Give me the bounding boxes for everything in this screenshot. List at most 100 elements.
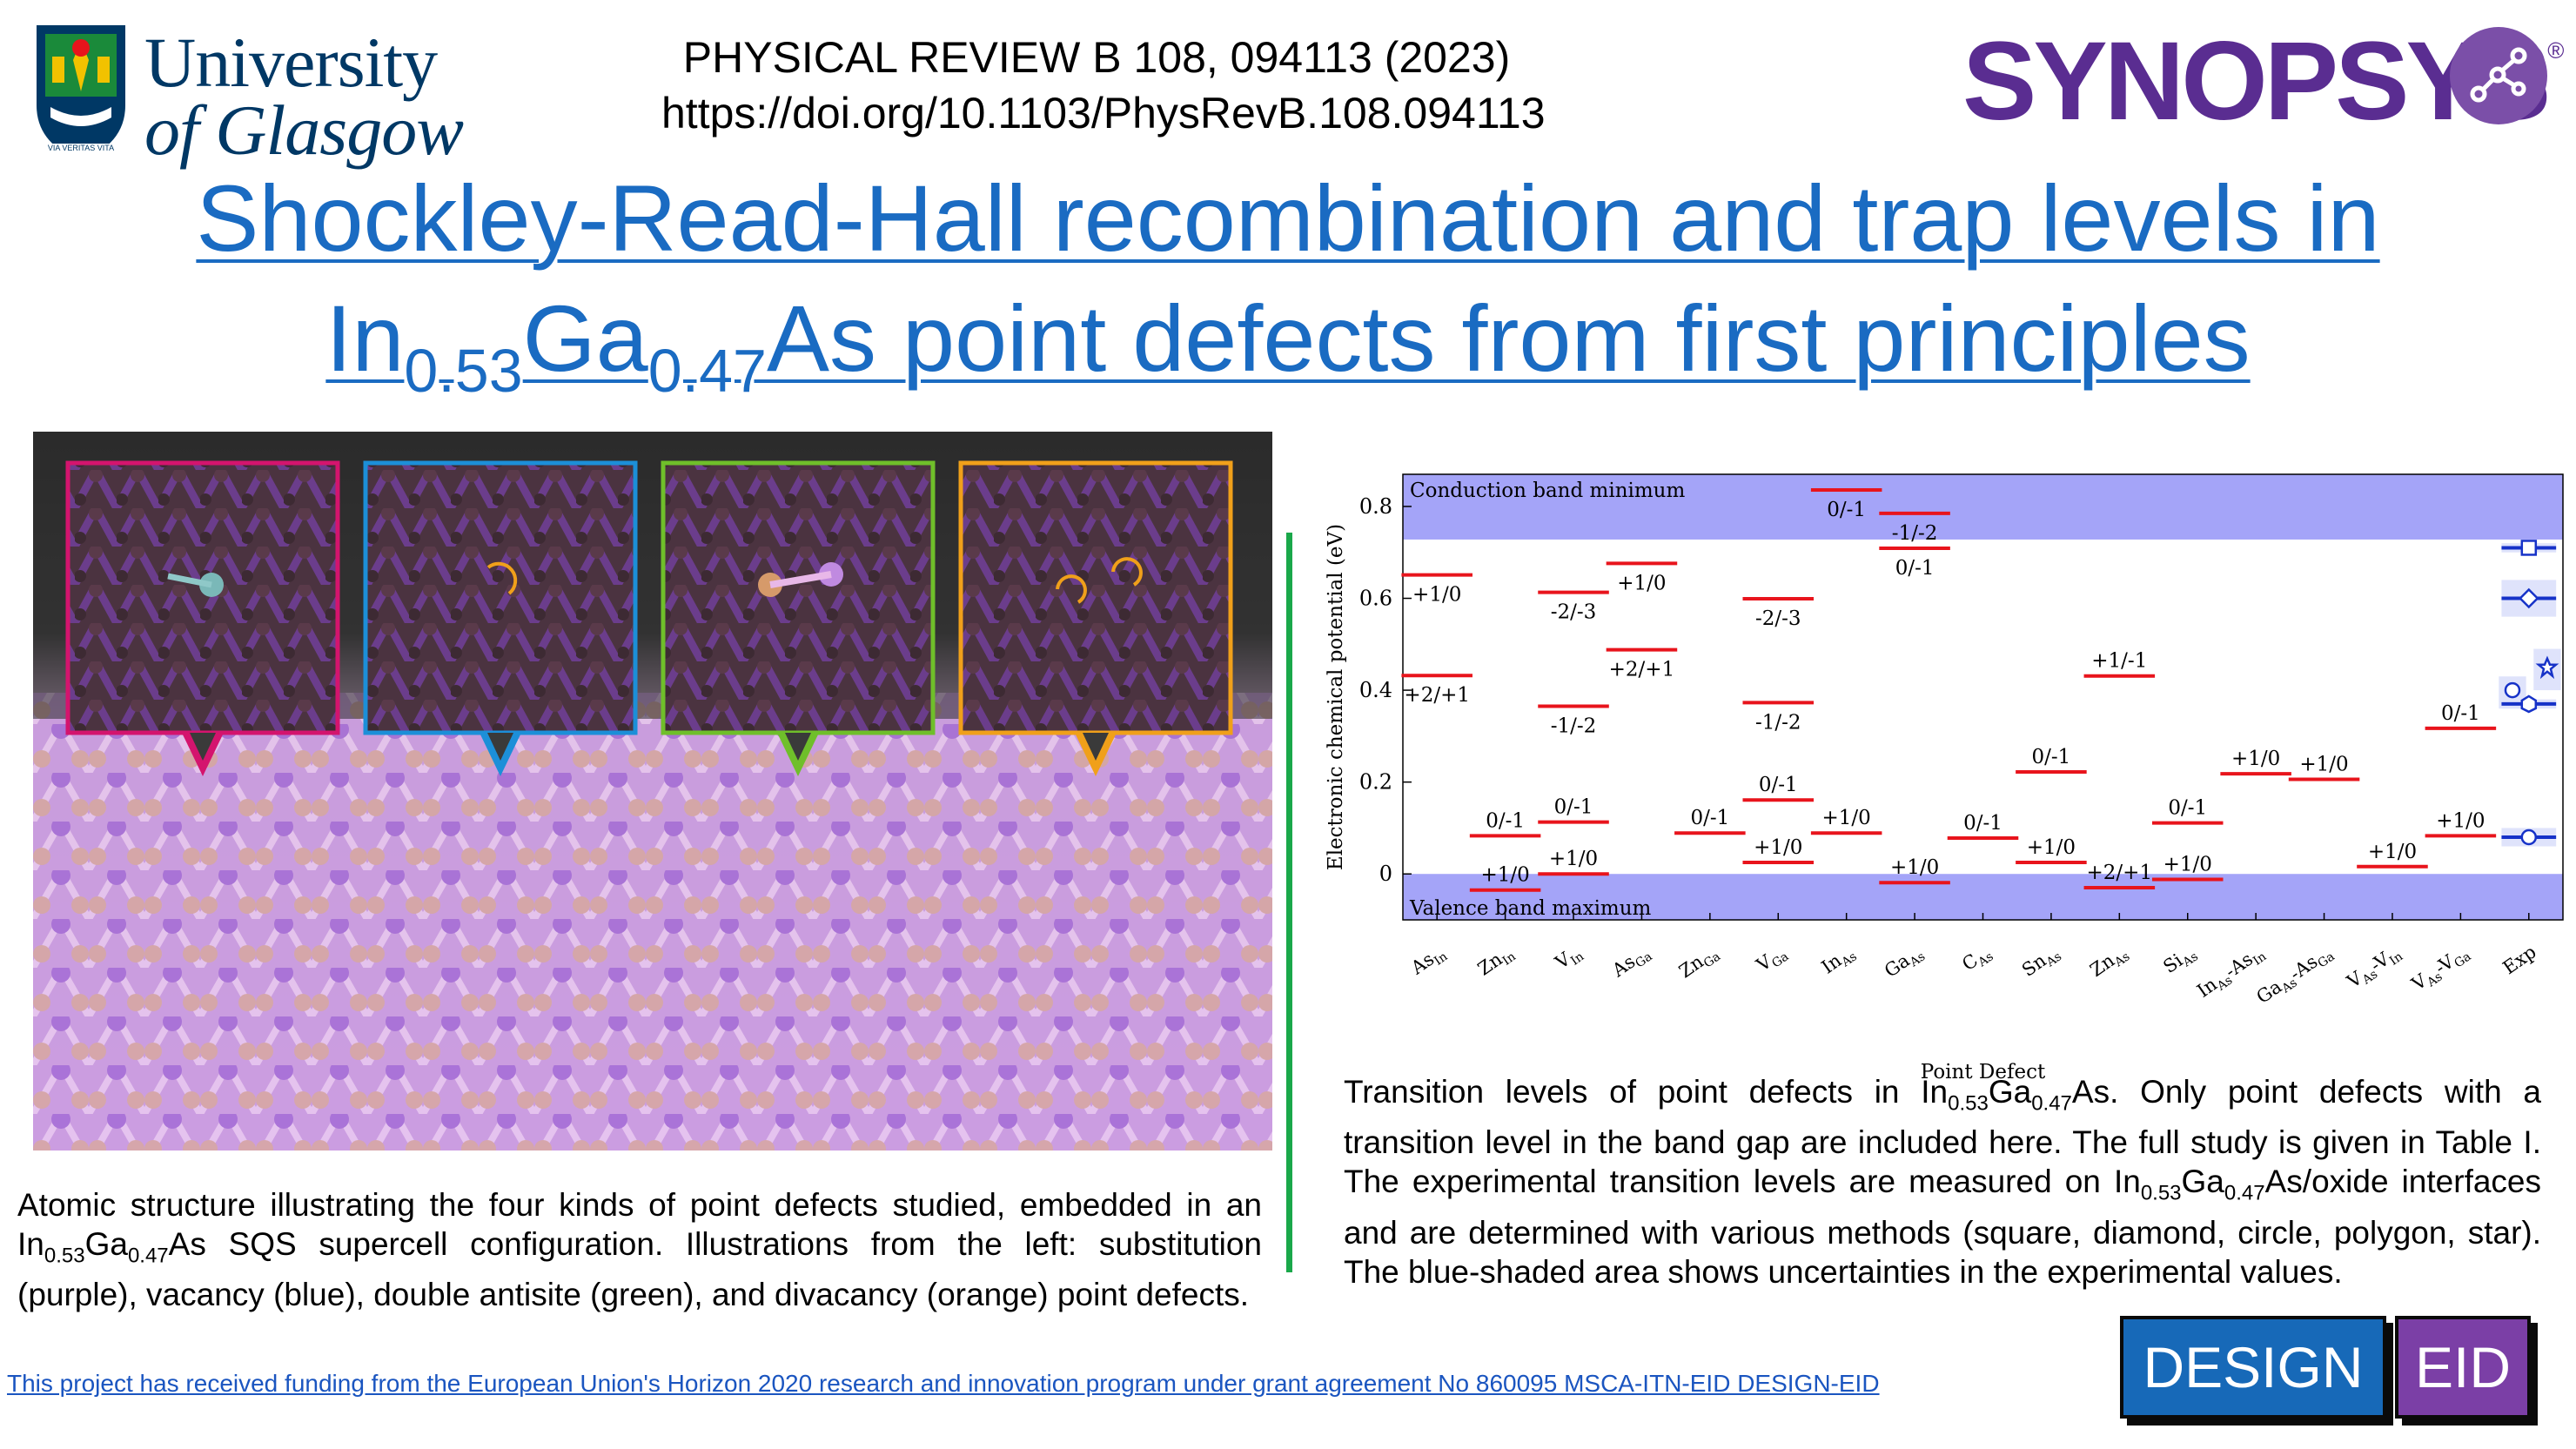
transition-level-label: +1/0: [1754, 836, 1802, 859]
paper-title: Shockley-Read-Hall recombination and tra…: [122, 158, 2454, 401]
x-tick-label: GaAs-AsGa: [2252, 941, 2337, 1010]
x-tick-label: CAs: [1958, 941, 1996, 977]
transition-level-label: +2/+1: [1609, 659, 1675, 681]
x-tick-label: AsGa: [1607, 941, 1654, 984]
x-tick-label: VGa: [1752, 941, 1791, 978]
title-line-1[interactable]: Shockley-Read-Hall recombination and tra…: [196, 165, 2380, 271]
title-line-2[interactable]: In0.53Ga0.47As point defects from first …: [325, 285, 2251, 401]
exp-diamond-marker: [2519, 587, 2539, 609]
y-axis-label: Electronic chemical potential (eV): [1325, 524, 1347, 870]
transition-level-label: -1/-2: [1551, 715, 1597, 738]
university-name: University of Glasgow: [144, 23, 464, 170]
vbm-label: Valence band maximum: [1409, 897, 1652, 920]
x-tick-label: ZnGa: [1675, 941, 1723, 984]
defect-frame-divacancy: [958, 460, 1233, 776]
university-of-glasgow-logo: VIA VERITAS VITA University of Glasgow: [33, 22, 503, 170]
synopsys-network-icon: [2450, 27, 2547, 124]
chart-caption-text-2: Ga: [1988, 1074, 2032, 1110]
design-label: DESIGN: [2120, 1316, 2386, 1419]
transition-level-label: +2/+1: [1404, 684, 1470, 707]
chart-caption: Transition levels of point defects in In…: [1344, 1072, 2541, 1291]
transition-level-chart: Conduction band minimum Valence band maxi…: [1325, 473, 2564, 1079]
transition-level-label: +1/0: [2368, 841, 2417, 863]
transition-level-label: 0/-1: [1759, 774, 1798, 796]
transition-level-label: +1/-1: [2091, 650, 2147, 673]
caption-sub-1: 0.53: [44, 1244, 85, 1268]
chart-caption-sub-3: 0.53: [2140, 1181, 2182, 1205]
transition-level-label: +1/0: [2436, 809, 2485, 832]
transition-level-label: 0/-1: [1486, 809, 1525, 832]
chart-caption-text-3: As. Only point defects with a transition…: [1344, 1074, 2541, 1200]
vertical-divider: [1286, 533, 1292, 1272]
transition-level-label: +1/0: [2231, 748, 2280, 770]
exp-circle-marker: [2520, 828, 2538, 846]
y-tick-label: 0: [1379, 862, 1392, 886]
transition-level-label: -1/-2: [1755, 711, 1801, 734]
y-tick-label: 0.6: [1359, 587, 1392, 611]
x-tick-label: SiAs: [2159, 941, 2201, 980]
university-name-line1: University: [144, 23, 438, 102]
university-name-line2: of Glasgow: [144, 91, 464, 170]
atomic-structure-caption: Atomic structure illustrating the four k…: [17, 1185, 1262, 1314]
transition-level-label: 0/-1: [1690, 807, 1729, 829]
defect-frame-substitution: [65, 460, 340, 776]
transition-level-label: 0/-1: [1827, 499, 1866, 521]
title-in-sub: 0.53: [404, 337, 523, 405]
transition-level-label: +1/0: [2299, 753, 2348, 775]
journal-citation: PHYSICAL REVIEW B 108, 094113 (2023): [682, 33, 1511, 82]
x-tick-label: VIn: [1551, 941, 1587, 976]
transition-level-label: +1/0: [2027, 836, 2076, 859]
transition-level-label: +1/0: [1480, 864, 1529, 887]
funding-acknowledgement-link[interactable]: This project has received funding from t…: [7, 1370, 1880, 1397]
defect-callouts: [65, 460, 1233, 776]
cbm-label: Conduction band minimum: [1410, 480, 1685, 502]
transition-level-label: 0/-1: [1554, 796, 1593, 819]
x-tick-label: Exp: [2499, 941, 2540, 978]
transition-level-label: +2/+1: [2087, 862, 2153, 884]
eid-label: EID: [2395, 1316, 2531, 1419]
x-tick-label: ZnIn: [1474, 941, 1519, 982]
atomic-structure-figure: [33, 432, 1272, 1150]
title-rest: As point defects from first principles: [767, 285, 2251, 391]
transition-level-label: +1/0: [1822, 807, 1871, 829]
defect-frame-double-antisite: [661, 460, 936, 776]
defect-frame-vacancy: [363, 460, 638, 776]
x-tick-label: InAs: [1818, 941, 1860, 980]
transition-level-label: -1/-2: [1892, 522, 1938, 545]
chart-caption-sub-1: 0.53: [1948, 1091, 1989, 1116]
doi-link[interactable]: https://doi.org/10.1103/PhysRevB.108.094…: [661, 89, 1546, 138]
transition-level-label: +1/0: [1617, 572, 1666, 594]
transition-level-label: 0/-1: [2441, 702, 2480, 725]
chart-caption-text-4: Ga: [2181, 1164, 2224, 1200]
uog-crest-icon: [37, 25, 125, 163]
x-tick-label: GaAs: [1881, 941, 1928, 984]
transition-level-label: +1/0: [2163, 854, 2212, 876]
exp-circle-marker: [2504, 681, 2521, 699]
transition-level-label: +1/0: [1549, 848, 1598, 870]
y-tick-label: 0.4: [1359, 678, 1392, 702]
transition-level-label: +1/0: [1890, 856, 1939, 879]
x-tick-label: SnAs: [2018, 941, 2064, 983]
transition-level-label: 0/-1: [1895, 557, 1935, 580]
exp-square-marker: [2520, 540, 2538, 556]
y-tick-label: 0.2: [1359, 770, 1392, 795]
x-tick-label: AsIn: [1406, 941, 1450, 982]
y-tick-label: 0.8: [1359, 494, 1392, 519]
chart-caption-text-5: As/oxide interfaces and are determined w…: [1344, 1164, 2541, 1290]
journal-reference: PHYSICAL REVIEW B 108, 094113 (2023) htt…: [661, 30, 1546, 141]
chart-caption-text-1: Transition levels of point defects in In: [1344, 1074, 1949, 1110]
caption-text-3: As SQS supercell configuration. Illustra…: [17, 1226, 1262, 1313]
transition-level-label: -2/-3: [1551, 601, 1597, 624]
transition-level-label: +1/0: [1412, 584, 1461, 607]
caption-text-1: Atomic structure illustrating the four k…: [17, 1187, 1262, 1262]
x-tick-label: VAs-VGa: [2407, 941, 2473, 997]
x-tick-label: VAs-VIn: [2343, 941, 2405, 995]
chart-caption-sub-4: 0.47: [2224, 1181, 2265, 1205]
exp-star-marker: [2535, 655, 2559, 680]
caption-text-2: Ga: [84, 1226, 128, 1262]
title-ga: Ga: [522, 285, 648, 391]
crest-motto: VIA VERITAS VITA: [47, 144, 115, 152]
exp-polygon-marker: [2520, 694, 2538, 714]
transition-level-label: 0/-1: [2032, 746, 2071, 768]
transition-level-label: 0/-1: [2168, 797, 2207, 820]
